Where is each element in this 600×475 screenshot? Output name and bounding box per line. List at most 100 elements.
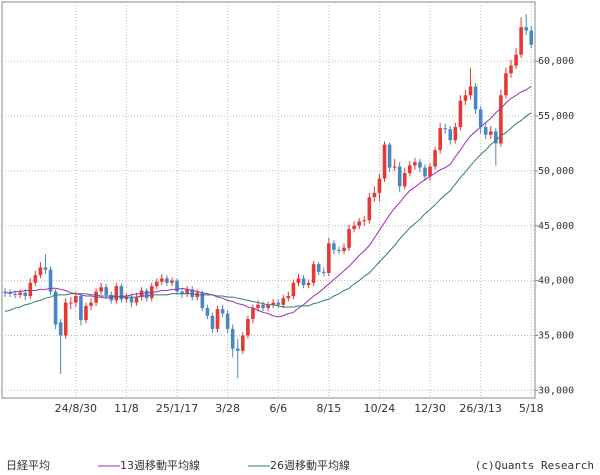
candle-body — [251, 308, 255, 320]
candle-body — [109, 294, 114, 301]
candle-body — [402, 173, 407, 187]
candle-body — [160, 278, 164, 282]
candle-body — [43, 267, 48, 270]
candle-body — [3, 291, 7, 293]
candle-body — [235, 348, 240, 351]
candle-body — [418, 162, 422, 168]
candle-body — [286, 295, 291, 299]
legend-label: 26週移動平均線 — [270, 458, 350, 472]
candle-body — [8, 292, 12, 294]
legend-label: 13週移動平均線 — [120, 458, 200, 472]
x-tick-label: 26/3/13 — [459, 402, 501, 415]
candle-body — [79, 295, 83, 321]
candle-body — [104, 287, 108, 295]
y-tick-label: 45,000 — [538, 221, 574, 232]
candle-body — [185, 289, 189, 294]
candle-body — [306, 282, 311, 286]
y-tick-label: 30,000 — [538, 385, 574, 396]
candle-body — [301, 278, 306, 286]
y-tick-label: 50,000 — [538, 166, 574, 177]
candle-body — [337, 249, 341, 252]
candle-body — [190, 289, 195, 298]
candle-body — [499, 95, 503, 144]
candle-body — [347, 229, 351, 248]
candle-body — [28, 282, 33, 296]
candle-body — [458, 100, 463, 128]
candle-body — [38, 267, 43, 276]
candle-body — [514, 54, 518, 66]
candle-body — [509, 65, 513, 74]
candle-body — [433, 150, 437, 167]
candle-body — [316, 264, 321, 272]
x-tick-label: 10/24 — [364, 402, 396, 415]
candle-body — [397, 166, 402, 187]
candle-body — [488, 131, 493, 135]
candle-body — [89, 302, 93, 306]
moving-average-line — [5, 86, 532, 318]
candle-body — [408, 165, 412, 174]
candle-body — [342, 247, 346, 252]
candle-body — [362, 220, 367, 222]
candle-body — [200, 292, 205, 309]
candle-body — [524, 27, 528, 31]
candle-body — [448, 129, 453, 141]
x-tick-label: 11/8 — [114, 402, 139, 415]
candle-body — [367, 197, 372, 221]
candle-body — [483, 127, 488, 135]
candle-body — [180, 291, 184, 294]
y-tick-label: 40,000 — [538, 276, 574, 287]
x-tick-label: 5/18 — [519, 402, 544, 415]
candle-body — [63, 302, 68, 336]
candle-body — [114, 286, 119, 301]
candle-body — [155, 281, 159, 287]
candle-body — [33, 275, 38, 283]
candle-body — [321, 271, 326, 273]
candle-body — [23, 292, 28, 296]
candle-body — [246, 319, 250, 336]
candle-body — [170, 280, 174, 283]
candle-body — [129, 297, 134, 303]
candle-body — [281, 298, 286, 305]
plot-frame — [1, 1, 536, 399]
x-tick-label: 6/6 — [269, 402, 287, 415]
candle-body — [413, 162, 417, 166]
candle-body — [529, 30, 534, 45]
candle-body — [327, 243, 331, 273]
candle-body — [241, 335, 245, 351]
x-tick-label: 24/8/30 — [55, 402, 97, 415]
candle-body — [134, 297, 139, 303]
x-tick-label: 25/1/17 — [156, 402, 198, 415]
candle-body — [276, 302, 281, 305]
candle-body — [215, 309, 220, 329]
candle-body — [210, 315, 215, 329]
candle-body — [468, 86, 473, 96]
candle-body — [372, 192, 377, 198]
candle-body — [271, 302, 275, 305]
x-tick-label: 3/28 — [215, 402, 240, 415]
candle-body — [453, 127, 458, 141]
candle-body — [53, 291, 58, 325]
candle-body — [291, 282, 296, 296]
candle-body — [149, 286, 154, 299]
candle-body — [144, 290, 149, 299]
candle-body — [165, 278, 169, 283]
candle-body — [423, 167, 427, 177]
candle-body — [438, 128, 442, 151]
candle-body — [119, 286, 124, 300]
candle-body — [357, 221, 361, 226]
legend-label: 日経平均 — [6, 459, 50, 472]
candle-body — [266, 304, 270, 309]
candle-body — [220, 309, 225, 314]
y-tick-label: 60,000 — [538, 56, 574, 67]
candle-body — [124, 297, 129, 300]
candle-body — [68, 302, 73, 304]
x-tick-label: 8/15 — [316, 402, 341, 415]
candle-body — [478, 109, 483, 128]
candle-body — [48, 269, 53, 292]
candle-body — [392, 166, 397, 168]
candle-body — [296, 278, 301, 283]
candle-body — [519, 27, 523, 55]
credit: (c)Quants Research — [475, 459, 594, 472]
candle-body — [311, 264, 316, 283]
